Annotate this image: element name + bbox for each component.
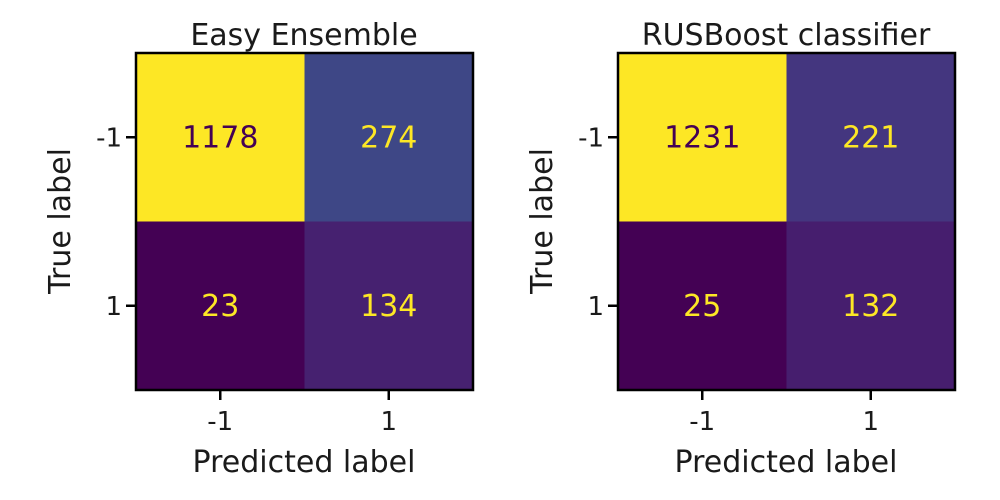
cell-value-label: 274	[360, 120, 417, 155]
heatmap-cells: 1231 221 25 132	[618, 53, 956, 391]
y-tick-label: 1	[105, 292, 122, 322]
cell-value-label: 1231	[664, 120, 740, 155]
heatmap-cell	[786, 221, 956, 391]
axis-ticks: -1 1 -1 1	[578, 123, 879, 437]
x-tick-label: -1	[207, 407, 233, 437]
heatmap-cell	[304, 53, 474, 222]
chart-title: Easy Ensemble	[190, 18, 417, 53]
plot-frame	[616, 51, 957, 392]
heatmap-cell	[618, 221, 787, 391]
axis-ticks: -1 1 -1 1	[96, 123, 397, 437]
x-axis-label: Predicted label	[675, 445, 898, 480]
confusion-matrix-easy-ensemble: Easy Ensemble 1178 274 23 134 -1 1 -1 1 Predic…	[43, 18, 475, 480]
cell-value-label: 221	[842, 120, 899, 155]
x-tick-label: -1	[689, 407, 715, 437]
cell-value-label: 23	[201, 289, 239, 324]
cell-value-label: 134	[360, 289, 417, 324]
y-tick-label: -1	[578, 123, 604, 153]
x-axis-label: Predicted label	[193, 445, 416, 480]
cell-value-label: 132	[842, 289, 899, 324]
y-axis-label: True label	[43, 148, 78, 295]
y-tick-label: 1	[587, 292, 604, 322]
x-tick-label: 1	[380, 407, 397, 437]
heatmap-cell	[618, 53, 787, 222]
heatmap-cell	[136, 221, 305, 391]
plot-frame	[134, 51, 475, 392]
heatmap-cells: 1178 274 23 134	[136, 53, 474, 391]
heatmap-cell	[136, 53, 305, 222]
heatmap-cell	[304, 221, 474, 391]
cell-value-label: 25	[683, 289, 721, 324]
x-tick-label: 1	[862, 407, 879, 437]
y-axis-label: True label	[525, 148, 560, 295]
chart-title: RUSBoost classifier	[642, 18, 931, 53]
cell-value-label: 1178	[182, 120, 258, 155]
y-tick-label: -1	[96, 123, 122, 153]
heatmap-cell	[786, 53, 956, 222]
